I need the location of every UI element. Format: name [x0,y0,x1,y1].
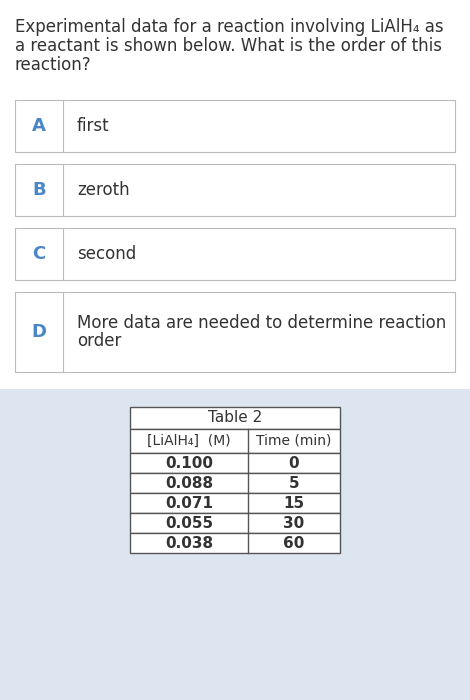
Text: B: B [32,181,46,199]
Text: second: second [77,245,136,263]
Text: 15: 15 [283,496,305,510]
Bar [15,164,455,216]
Text: 0: 0 [289,456,299,470]
Text: 0.055: 0.055 [165,515,213,531]
Text: 30: 30 [283,515,305,531]
Bar [130,473,340,493]
Text: first: first [77,117,110,135]
Text: More data are needed to determine reaction: More data are needed to determine reacti… [77,314,446,332]
Text: Experimental data for a reaction involving LiAlH₄ as: Experimental data for a reaction involvi… [15,18,444,36]
Bar [15,228,455,280]
Text: A: A [32,117,46,135]
Text: zeroth: zeroth [77,181,130,199]
Bar [130,429,340,453]
Bar [130,513,340,533]
Bar [130,407,340,429]
Text: 0.100: 0.100 [165,456,213,470]
Text: 0.071: 0.071 [165,496,213,510]
Text: 60: 60 [283,536,305,550]
Text: Table 2: Table 2 [208,410,262,426]
Text: D: D [31,323,47,341]
Text: 0.088: 0.088 [165,475,213,491]
Bar [15,100,455,152]
Text: order: order [77,332,121,350]
Bar [15,292,455,372]
Bar [0,389,470,700]
Text: C: C [32,245,46,263]
Text: a reactant is shown below. What is the order of this: a reactant is shown below. What is the o… [15,37,442,55]
Bar [130,453,340,473]
Text: 5: 5 [289,475,299,491]
Text: Time (min): Time (min) [256,434,332,448]
Bar [130,493,340,513]
Text: reaction?: reaction? [15,56,92,74]
Bar [130,533,340,553]
Text: 0.038: 0.038 [165,536,213,550]
Text: [LiAlH₄]  (M): [LiAlH₄] (M) [147,434,231,448]
